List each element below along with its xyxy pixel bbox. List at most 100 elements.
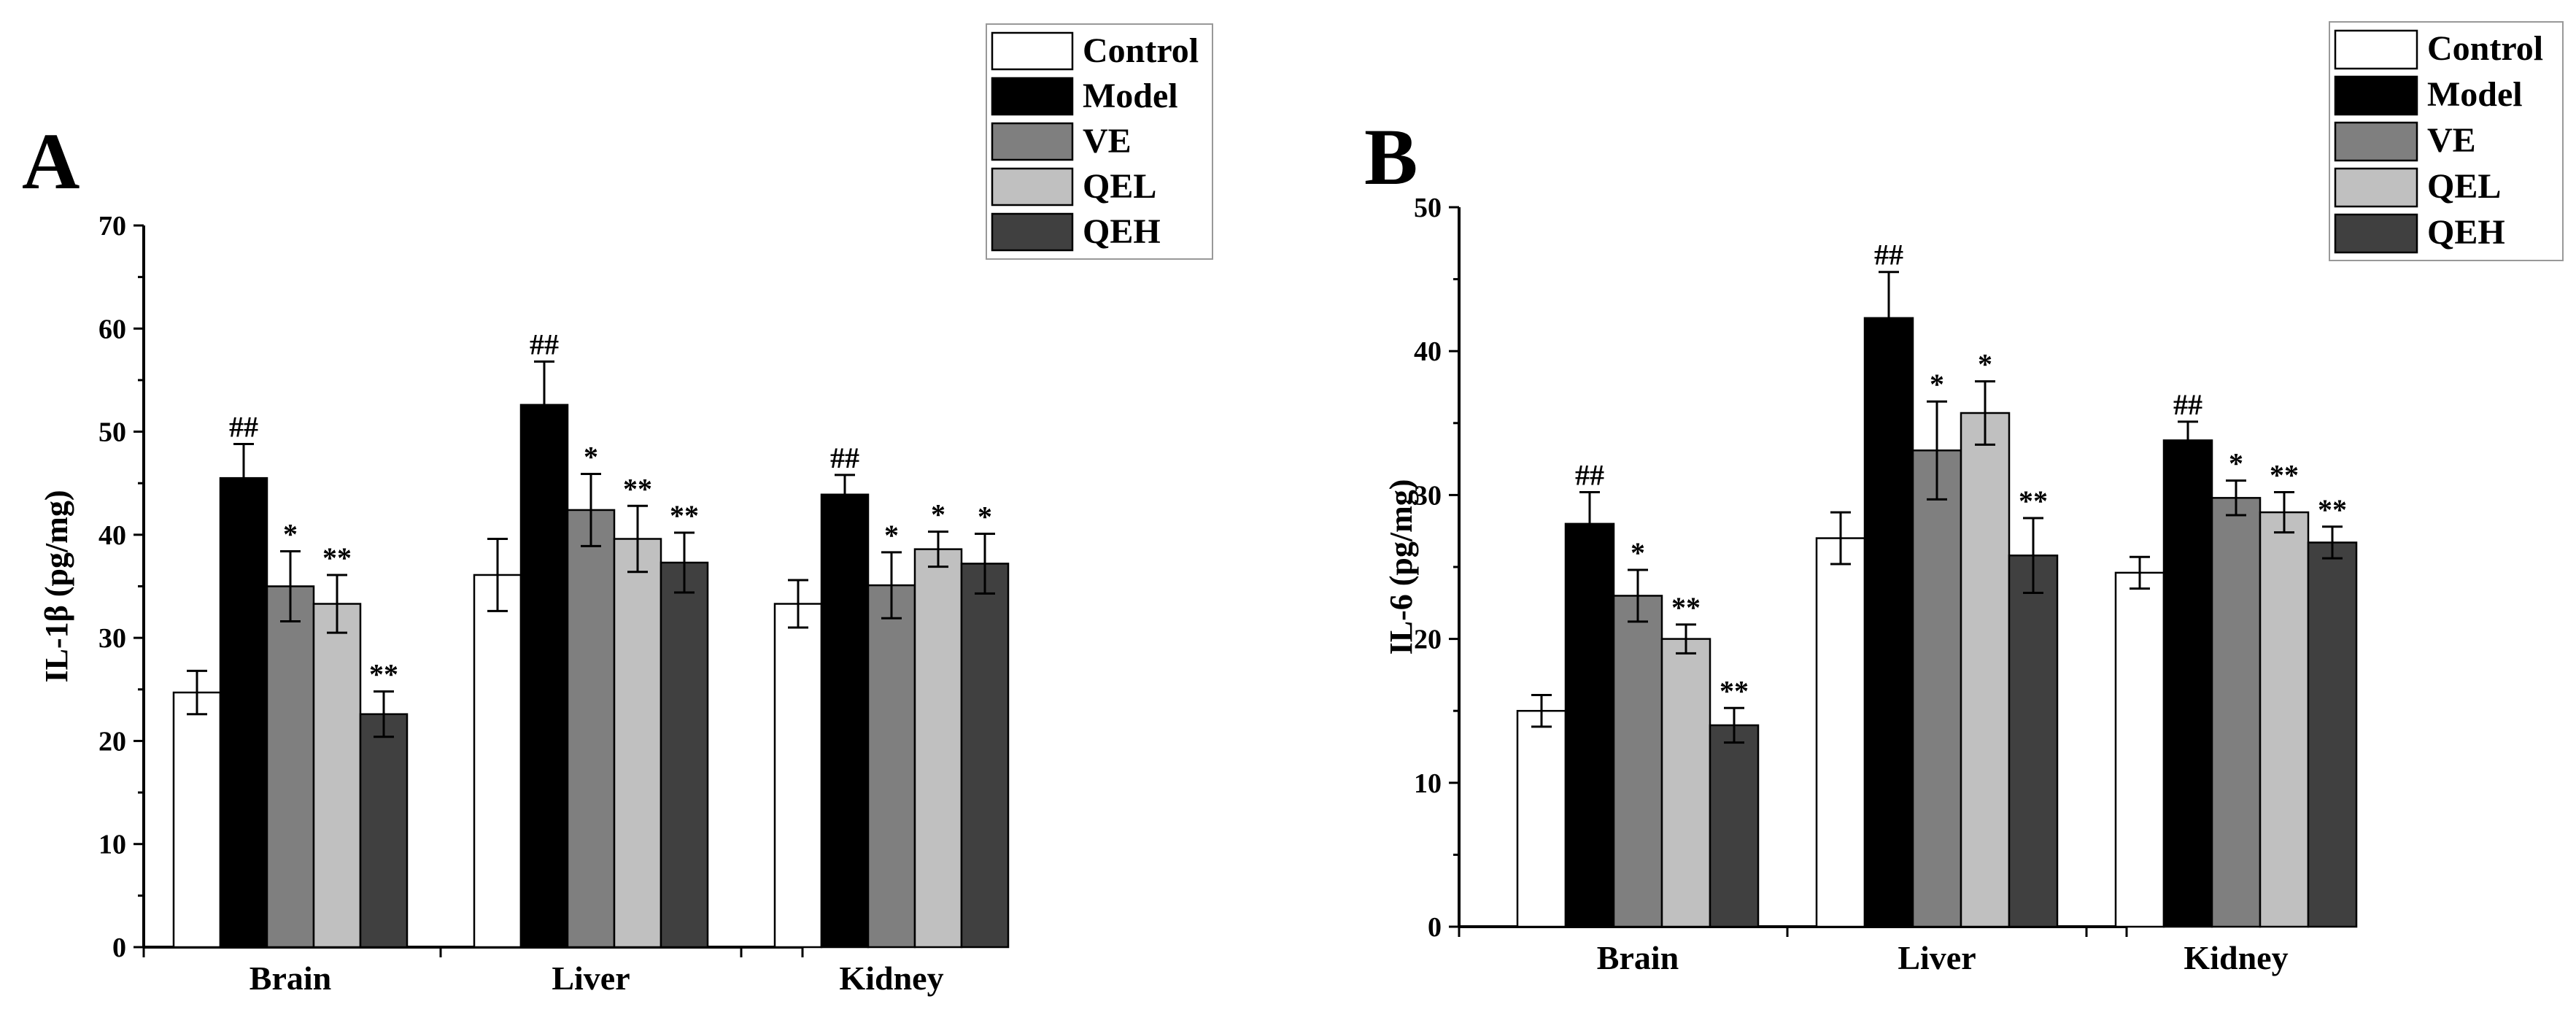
y-tick-label: 0 — [112, 933, 126, 963]
legend: Control Model VE QEL QEH — [986, 23, 1213, 260]
legend-label: VE — [1083, 122, 1132, 161]
x-category-label: Liver — [1898, 939, 1976, 976]
bar-qeh — [1709, 724, 1760, 928]
legend-label: Model — [1083, 77, 1178, 115]
bar-ve — [1911, 449, 1962, 928]
significance-label: * — [1930, 368, 1944, 401]
bar-control — [2114, 571, 2165, 928]
legend-swatch-qeh — [2334, 213, 2418, 254]
legend-swatch-model — [2334, 75, 2418, 116]
significance-label: ## — [530, 328, 559, 360]
legend-swatch-qel — [991, 167, 1074, 207]
bar-qeh — [359, 713, 409, 949]
significance-label: ## — [830, 441, 859, 474]
bar-model — [1564, 522, 1615, 928]
legend-swatch-qel — [2334, 167, 2418, 208]
y-tick-label: 10 — [1414, 768, 1442, 799]
legend-swatch-control — [2334, 29, 2418, 70]
significance-label: * — [283, 517, 298, 550]
panel-letter: A — [22, 117, 80, 206]
x-category-label: Liver — [552, 960, 630, 997]
legend-label: QEL — [2427, 167, 2501, 206]
bar-control — [1516, 709, 1567, 928]
x-category-label: Kidney — [2184, 939, 2288, 976]
bar-qel — [913, 548, 963, 949]
y-tick-label: 40 — [1414, 336, 1442, 367]
bar-model — [519, 404, 569, 949]
significance-label: ** — [2019, 485, 2048, 517]
significance-label: ** — [322, 541, 352, 574]
significance-label: ## — [229, 411, 258, 444]
significance-label: ** — [369, 658, 398, 691]
bar-qeh — [2307, 541, 2358, 928]
y-tick-label: 70 — [98, 211, 126, 242]
y-tick-label: 50 — [1414, 193, 1442, 223]
significance-label: * — [1978, 348, 1992, 381]
legend-swatch-ve — [991, 122, 1074, 161]
legend-swatch-control — [991, 31, 1074, 71]
legend-label: QEH — [2427, 213, 2505, 252]
bar-qeh — [2008, 554, 2059, 928]
significance-label: * — [1631, 536, 1645, 569]
y-tick-label: 20 — [1414, 625, 1442, 655]
legend-label: QEH — [1083, 212, 1161, 251]
bar-model — [219, 476, 268, 949]
y-tick-label: 10 — [98, 830, 126, 860]
legend: Control Model VE QEL QEH — [2329, 21, 2564, 261]
significance-label: ** — [1720, 674, 1749, 707]
x-category-label: Brain — [250, 960, 331, 997]
legend-swatch-qeh — [991, 212, 1074, 252]
y-tick-label: 50 — [98, 417, 126, 448]
bar-qeh — [960, 563, 1010, 949]
x-category-label: Kidney — [839, 960, 943, 997]
legend-label: Control — [1083, 31, 1199, 70]
bar-qeh — [660, 561, 709, 949]
y-tick-label: 60 — [98, 314, 126, 344]
legend-label: Control — [2427, 29, 2543, 68]
bar-qel — [1660, 638, 1711, 928]
y-tick-label: 20 — [98, 726, 126, 757]
y-tick-label: 30 — [1414, 480, 1442, 511]
bar-qel — [312, 603, 362, 949]
y-axis-title: IL-6 (pg/mg) — [1383, 479, 1419, 655]
significance-label: * — [931, 498, 945, 531]
bar-qel — [2259, 511, 2310, 928]
bar-control — [172, 691, 222, 949]
panel-letter: B — [1364, 112, 1417, 201]
legend-label: QEL — [1083, 167, 1156, 206]
bar-model — [820, 493, 870, 949]
significance-label: ## — [1575, 458, 1604, 491]
bar-control — [473, 574, 522, 949]
significance-label: ** — [1671, 591, 1701, 624]
y-tick-label: 40 — [98, 520, 126, 551]
bar-control — [1815, 537, 1866, 928]
bar-model — [2162, 439, 2213, 928]
legend-swatch-model — [991, 77, 1074, 116]
significance-label: ## — [2173, 388, 2202, 421]
bar-ve — [266, 585, 315, 949]
x-category-label: Brain — [1597, 939, 1679, 976]
significance-label: * — [2229, 447, 2243, 480]
bar-qel — [1960, 412, 2011, 928]
y-tick-label: 30 — [98, 623, 126, 654]
bar-model — [1863, 317, 1914, 928]
y-axis-title: IL-1β (pg/mg) — [39, 490, 74, 683]
significance-label: ** — [670, 499, 699, 532]
legend-label: Model — [2427, 75, 2523, 114]
significance-label: * — [978, 500, 992, 533]
bar-control — [773, 603, 823, 949]
bar-qel — [613, 538, 662, 949]
legend-swatch-ve — [2334, 121, 2418, 162]
significance-label: ** — [623, 472, 652, 505]
bar-ve — [867, 584, 916, 949]
y-tick-label: 0 — [1428, 912, 1442, 943]
legend-label: VE — [2427, 121, 2476, 160]
bar-ve — [566, 509, 616, 949]
significance-label: * — [584, 440, 598, 473]
significance-label: * — [884, 519, 899, 552]
bar-ve — [2211, 497, 2262, 928]
significance-label: ** — [2270, 458, 2299, 491]
